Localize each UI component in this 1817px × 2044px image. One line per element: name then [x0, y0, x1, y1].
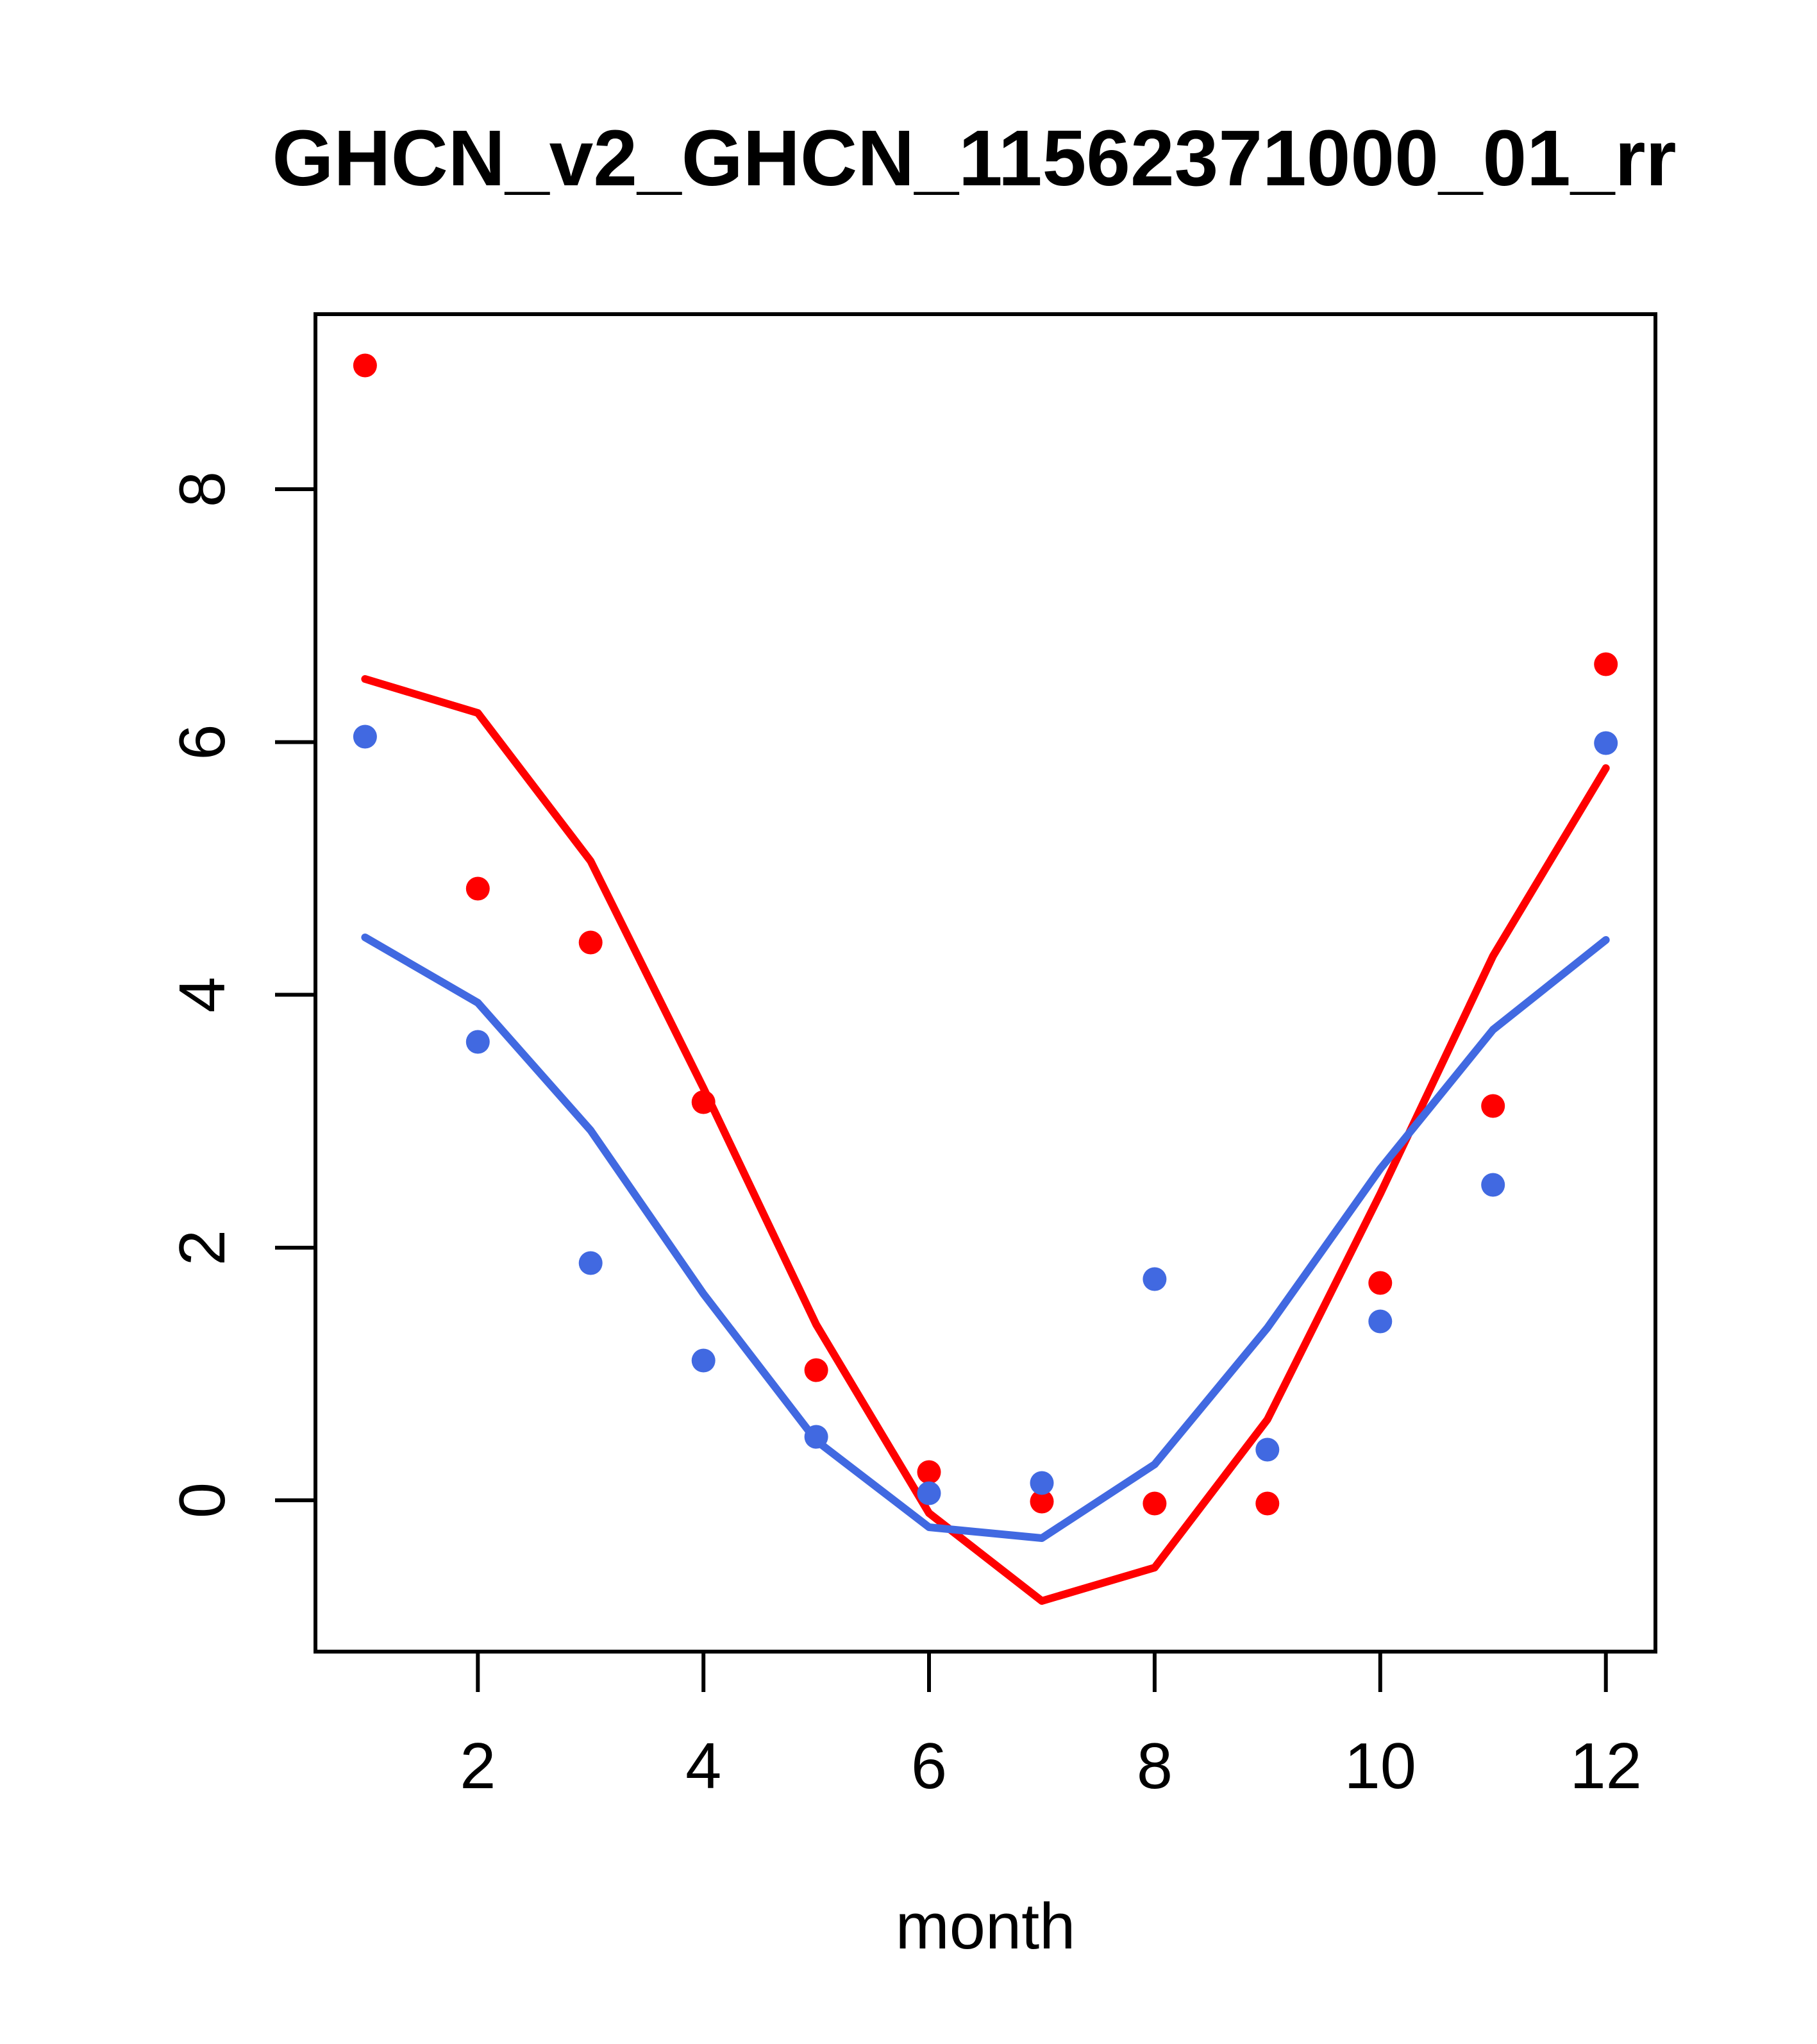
svg-text:10: 10 — [1344, 1730, 1416, 1802]
svg-text:6: 6 — [167, 724, 239, 760]
svg-text:4: 4 — [167, 976, 239, 1012]
svg-text:2: 2 — [167, 1230, 239, 1266]
svg-text:12: 12 — [1570, 1730, 1642, 1802]
svg-text:0: 0 — [167, 1482, 239, 1518]
svg-text:4: 4 — [685, 1730, 721, 1802]
svg-text:6: 6 — [911, 1730, 947, 1802]
svg-text:GHCN_v2_GHCN_11562371000_01_rr: GHCN_v2_GHCN_11562371000_01_rr — [272, 114, 1676, 203]
svg-text:8: 8 — [1137, 1730, 1173, 1802]
svg-text:8: 8 — [167, 471, 239, 507]
svg-text:month: month — [896, 1891, 1076, 1963]
svg-text:2: 2 — [460, 1730, 496, 1802]
